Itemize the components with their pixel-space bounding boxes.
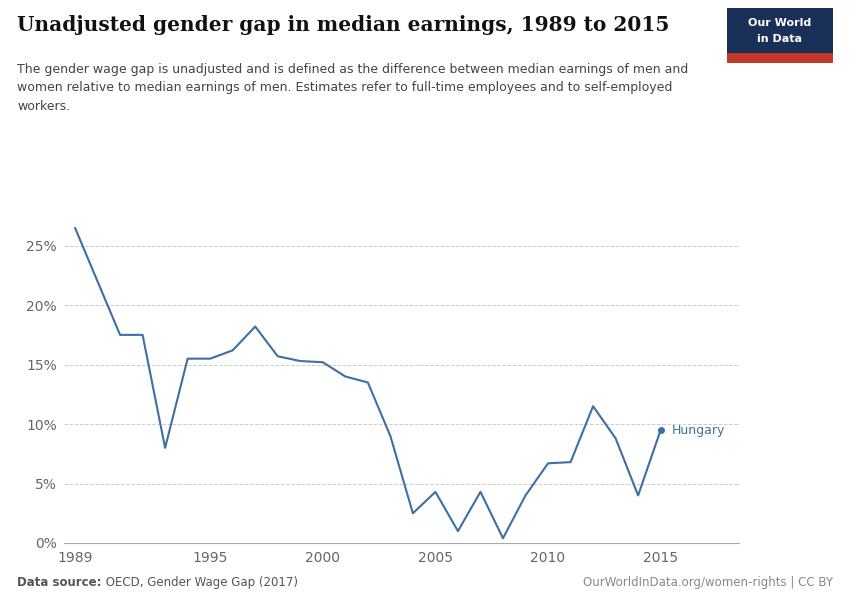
- Text: Our World: Our World: [748, 18, 812, 28]
- Text: Hungary: Hungary: [672, 424, 725, 437]
- Text: OurWorldInData.org/women-rights | CC BY: OurWorldInData.org/women-rights | CC BY: [583, 576, 833, 589]
- Text: in Data: in Data: [757, 34, 802, 44]
- Text: Unadjusted gender gap in median earnings, 1989 to 2015: Unadjusted gender gap in median earnings…: [17, 15, 670, 35]
- FancyBboxPatch shape: [727, 8, 833, 63]
- Text: OECD, Gender Wage Gap (2017): OECD, Gender Wage Gap (2017): [101, 576, 298, 589]
- Text: The gender wage gap is unadjusted and is defined as the difference between media: The gender wage gap is unadjusted and is…: [17, 63, 688, 113]
- Text: Data source:: Data source:: [17, 576, 101, 589]
- FancyBboxPatch shape: [727, 53, 833, 63]
